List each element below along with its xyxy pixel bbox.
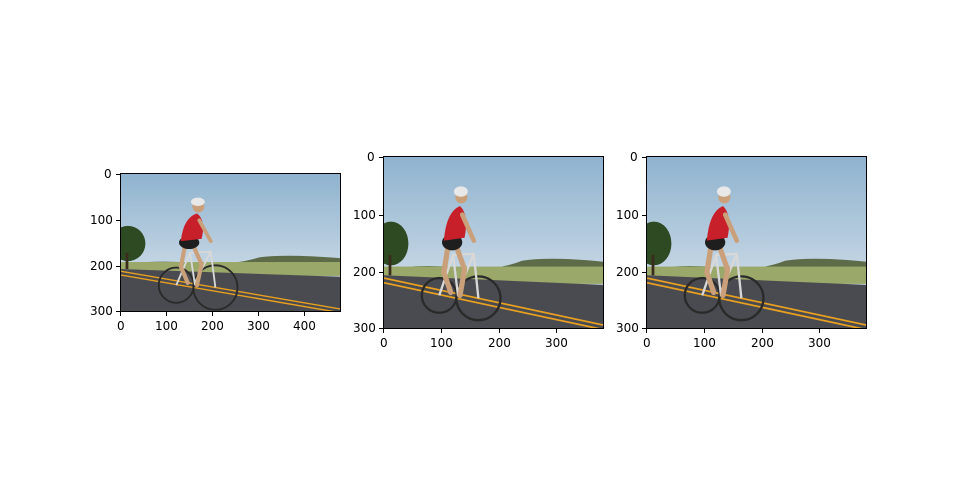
y-tick — [379, 215, 383, 216]
x-tick — [304, 312, 305, 316]
x-tick — [704, 329, 705, 333]
image-frame-2 — [383, 156, 604, 329]
y-tick — [642, 157, 646, 158]
tree-trunk — [125, 252, 129, 269]
cyclist-photo — [647, 157, 866, 328]
x-tick — [383, 329, 384, 333]
y-tick-label: 200 — [90, 259, 113, 273]
y-tick — [379, 157, 383, 158]
rider-arm — [459, 212, 477, 243]
road-line — [384, 281, 600, 328]
tree — [121, 225, 146, 262]
tree-trunk — [651, 255, 655, 276]
rider-helmet — [716, 186, 731, 197]
rider-helmet — [453, 186, 468, 197]
x-tick-label: 100 — [155, 319, 178, 333]
cyclist-photo — [121, 174, 340, 311]
x-tick — [212, 312, 213, 316]
y-tick-label: 100 — [616, 208, 639, 222]
y-tick-label: 100 — [90, 213, 113, 227]
cyclist-photo — [384, 157, 603, 328]
x-tick — [441, 329, 442, 333]
x-tick-label: 300 — [247, 319, 270, 333]
road-line — [121, 270, 340, 310]
y-tick-label: 200 — [353, 265, 376, 279]
y-tick — [642, 328, 646, 329]
y-tick — [116, 311, 120, 312]
tree — [647, 221, 672, 266]
x-tick-label: 300 — [545, 336, 568, 350]
x-tick-label: 300 — [808, 336, 831, 350]
y-tick — [379, 272, 383, 273]
y-tick-label: 0 — [104, 167, 112, 181]
y-tick-label: 200 — [616, 265, 639, 279]
rider-arm — [197, 218, 213, 244]
x-tick — [762, 329, 763, 333]
y-tick — [116, 174, 120, 175]
road-line — [121, 274, 335, 311]
y-tick-label: 0 — [367, 150, 375, 164]
y-tick — [642, 215, 646, 216]
rider-legs — [178, 241, 204, 288]
x-tick-label: 0 — [117, 319, 125, 333]
y-tick-label: 300 — [616, 321, 639, 335]
x-tick-label: 0 — [643, 336, 651, 350]
rider-arm — [722, 212, 740, 243]
y-tick — [116, 220, 120, 221]
x-tick — [120, 312, 121, 316]
rider-helmet — [190, 197, 205, 206]
y-tick-label: 100 — [353, 208, 376, 222]
road-line — [384, 277, 603, 326]
rider-legs — [704, 240, 731, 298]
y-tick — [642, 272, 646, 273]
bike-front-wheel — [455, 275, 502, 322]
x-tick-label: 400 — [293, 319, 316, 333]
y-tick — [379, 328, 383, 329]
x-tick — [646, 329, 647, 333]
rider-legs — [441, 240, 468, 298]
tree-trunk — [388, 255, 392, 276]
bike-front-wheel — [192, 264, 239, 311]
x-tick — [819, 329, 820, 333]
x-tick — [166, 312, 167, 316]
road-line — [647, 281, 863, 328]
road-line — [647, 277, 866, 326]
bike-front-wheel — [718, 275, 765, 322]
tree — [384, 221, 409, 266]
x-tick-label: 100 — [430, 336, 453, 350]
y-tick-label: 0 — [630, 150, 638, 164]
x-tick-label: 0 — [380, 336, 388, 350]
image-frame-1 — [120, 173, 341, 312]
x-tick-label: 200 — [488, 336, 511, 350]
y-tick — [116, 266, 120, 267]
image-frame-3 — [646, 156, 867, 329]
x-tick-label: 200 — [201, 319, 224, 333]
y-tick-label: 300 — [90, 304, 113, 318]
x-tick — [258, 312, 259, 316]
y-tick-label: 300 — [353, 321, 376, 335]
x-tick-label: 200 — [751, 336, 774, 350]
x-tick — [556, 329, 557, 333]
x-tick-label: 100 — [693, 336, 716, 350]
x-tick — [499, 329, 500, 333]
